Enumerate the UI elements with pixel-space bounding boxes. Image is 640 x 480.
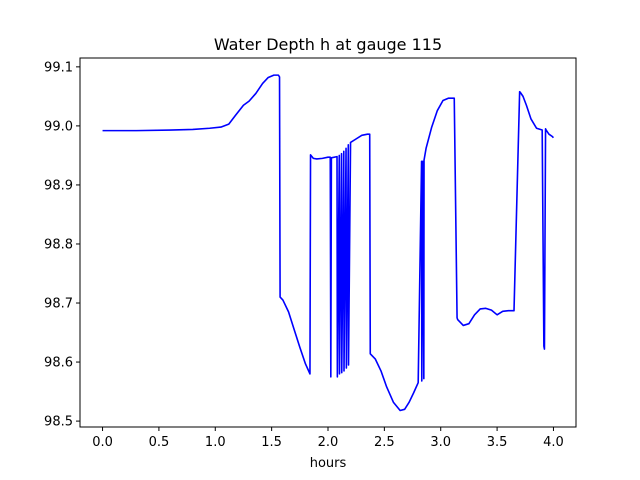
series-line-0	[102, 74, 555, 412]
x-tick-label: 3.5	[487, 435, 508, 450]
x-tick-label: 1.5	[261, 435, 282, 450]
y-tick-label: 99.1	[44, 60, 73, 75]
x-tick-label: 0.5	[149, 435, 170, 450]
x-tick-label: 1.0	[205, 435, 226, 450]
x-axis: 0.0 0.5 1.0 1.5 2.0 2.5 3.0 3.5 4.0	[92, 427, 564, 450]
y-tick-label: 98.6	[44, 356, 73, 371]
x-tick-label: 2.5	[374, 435, 395, 450]
x-tick-label: 4.0	[543, 435, 564, 450]
x-tick-label: 3.0	[430, 435, 451, 450]
y-tick-label: 98.8	[44, 237, 73, 252]
x-axis-label: hours	[310, 456, 347, 471]
plot-frame	[79, 57, 577, 428]
chart-title: Water Depth h at gauge 115	[214, 35, 442, 54]
y-tick-label: 99.0	[44, 119, 73, 134]
y-tick-label: 98.7	[44, 297, 73, 312]
x-tick-label: 2.0	[318, 435, 339, 450]
y-tick-label: 98.5	[44, 415, 73, 430]
series-layer	[102, 74, 555, 412]
y-axis: 98.5 98.6 98.7 98.8 98.9 99.0 99.1	[44, 60, 80, 430]
y-tick-label: 98.9	[44, 178, 73, 193]
x-tick-label: 0.0	[92, 435, 113, 450]
